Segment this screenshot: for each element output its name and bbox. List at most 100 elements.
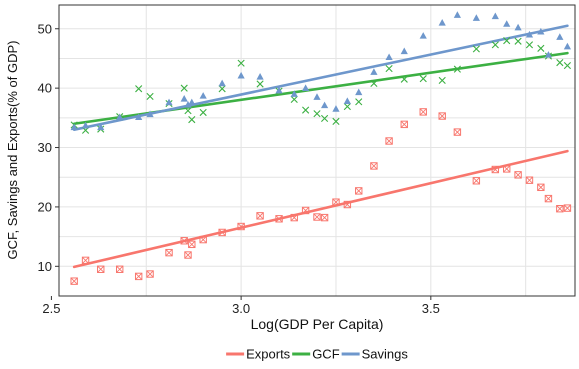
point-gcf [453, 65, 461, 73]
y-axis-label: GCF, Savings and Exports(% of GDP) [5, 41, 20, 260]
point-exports [313, 213, 321, 221]
marker-box [544, 194, 553, 203]
marker-cross [525, 176, 533, 184]
marker-cross [275, 215, 283, 223]
y-tick-label: 40 [38, 81, 52, 96]
fit-line-savings [72, 24, 569, 132]
point-exports [472, 177, 481, 185]
marker-box [301, 206, 310, 215]
marker-cross [563, 204, 571, 212]
marker-box [370, 162, 378, 170]
legend-item-exports: Exports [226, 347, 291, 362]
marker-box [355, 187, 363, 195]
point-savings [165, 98, 173, 106]
point-exports [491, 165, 500, 174]
point-exports [301, 206, 310, 215]
marker-cross [165, 249, 173, 257]
point-gcf [400, 75, 408, 83]
point-gcf [180, 84, 188, 92]
point-gcf [320, 114, 329, 123]
point-gcf [438, 76, 446, 85]
point-savings [218, 79, 226, 87]
point-exports [514, 171, 522, 179]
y-tick-label: 50 [38, 21, 52, 36]
marker-box [313, 213, 321, 221]
point-savings [313, 93, 321, 100]
marker-cross [453, 128, 461, 136]
plot-border [58, 4, 576, 297]
marker-box [320, 213, 329, 222]
marker-box [563, 204, 572, 212]
point-savings [514, 23, 522, 31]
point-exports [438, 112, 446, 120]
point-savings [237, 71, 245, 79]
legend: Exports GCF Savings [226, 347, 408, 362]
marker-cross [302, 206, 310, 215]
point-savings [302, 84, 310, 91]
marker-box [491, 165, 500, 174]
marker-cross [290, 214, 298, 222]
point-savings [343, 97, 351, 105]
y-tick-label: 10 [38, 259, 52, 274]
marker-cross [503, 165, 511, 173]
marker-box [419, 108, 427, 116]
point-savings [537, 27, 545, 35]
legend-label: Savings [362, 347, 409, 362]
point-exports [237, 222, 245, 231]
marker-box [343, 200, 352, 209]
point-gcf [184, 107, 192, 115]
point-exports [165, 248, 173, 257]
marker-cross [400, 120, 408, 128]
marker-cross [184, 251, 192, 259]
legend-item-savings: Savings [341, 347, 409, 362]
point-savings [491, 12, 499, 20]
point-savings [385, 53, 393, 61]
point-savings [419, 32, 427, 39]
point-gcf [491, 41, 499, 49]
marker-cross [514, 171, 522, 179]
marker-cross [116, 265, 124, 273]
point-exports [419, 108, 427, 116]
marker-box [385, 137, 393, 145]
point-exports [256, 212, 264, 220]
point-gcf [135, 85, 143, 93]
point-exports [355, 187, 363, 195]
point-exports [453, 128, 462, 136]
marker-cross [332, 198, 340, 206]
point-savings [188, 98, 196, 106]
point-gcf [370, 79, 378, 87]
marker-box [537, 183, 545, 192]
point-gcf [302, 106, 310, 114]
marker-cross [256, 212, 264, 220]
point-exports [275, 215, 283, 223]
point-exports [70, 277, 78, 285]
marker-box [453, 128, 462, 136]
point-gcf [419, 75, 427, 83]
fit-line-exports [72, 149, 569, 269]
marker-cross [146, 270, 154, 278]
point-gcf [290, 95, 298, 104]
marker-box [290, 213, 298, 222]
point-savings [184, 100, 192, 108]
marker-cross [537, 183, 545, 191]
marker-box [275, 215, 283, 223]
x-tick-label: 2.5 [42, 301, 60, 316]
point-savings [180, 95, 188, 102]
point-gcf [525, 41, 534, 49]
point-exports [184, 251, 192, 259]
data-points [70, 11, 572, 285]
point-exports [81, 256, 90, 265]
marker-box [165, 248, 173, 257]
point-exports [146, 270, 154, 278]
point-gcf [313, 110, 321, 118]
marker-cross [135, 272, 143, 280]
marker-box [256, 212, 264, 220]
point-savings [320, 101, 329, 109]
point-exports [370, 162, 378, 170]
point-gcf [514, 37, 522, 45]
point-gcf [146, 92, 154, 101]
point-exports [503, 165, 511, 173]
marker-box [134, 272, 143, 281]
point-exports [199, 235, 207, 244]
